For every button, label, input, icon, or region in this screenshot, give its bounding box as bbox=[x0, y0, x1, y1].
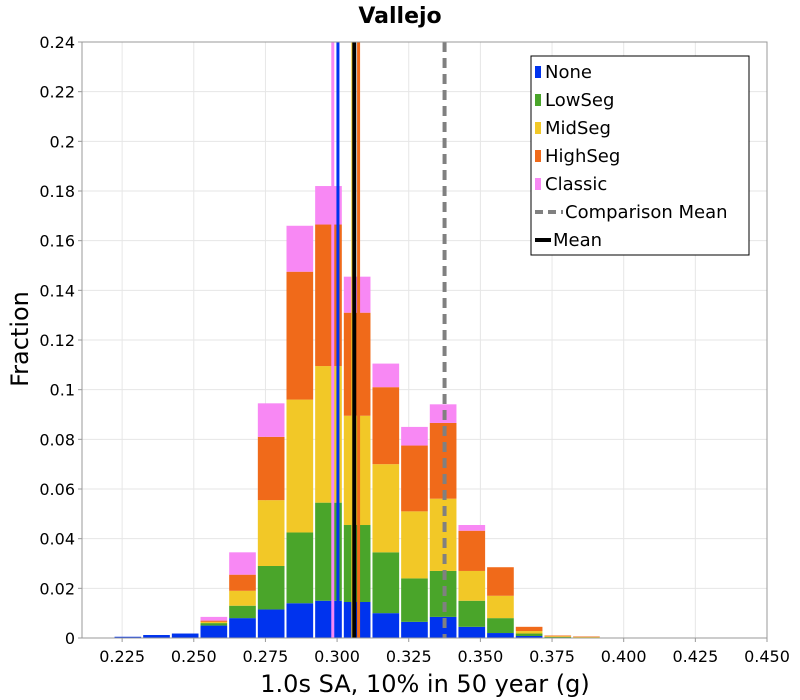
legend: None LowSeg MidSeg HighSeg Classic Comparison… bbox=[530, 55, 750, 256]
x-tick-label: 0.375 bbox=[529, 647, 575, 666]
bar-segment-midseg bbox=[544, 636, 572, 638]
bar-segment-lowseg bbox=[372, 552, 400, 614]
bar-segment-highseg bbox=[372, 387, 400, 465]
bar-segment-highseg bbox=[257, 436, 285, 501]
bar-segment-highseg bbox=[544, 635, 572, 637]
legend-box bbox=[530, 55, 750, 256]
y-tick-label: 0.14 bbox=[39, 281, 75, 300]
bar-segment-lowseg bbox=[401, 578, 428, 622]
legend-swatch bbox=[535, 150, 541, 162]
legend-label: Mean bbox=[553, 230, 602, 251]
bar-segment-lowseg bbox=[286, 532, 314, 604]
mean-lines bbox=[331, 42, 447, 638]
x-tick-label: 0.275 bbox=[243, 647, 289, 666]
bar-segment-classic bbox=[286, 225, 314, 272]
x-axis-ticks: 0.225 0.250 0.275 0.300 0.325 0.350 0.375 0.400… bbox=[99, 638, 790, 666]
legend-label: HighSeg bbox=[545, 146, 620, 167]
bar-segment-midseg bbox=[458, 570, 486, 601]
bar-segment-none bbox=[401, 621, 428, 638]
bar-segment-none bbox=[114, 636, 142, 638]
y-tick-label: 0.12 bbox=[39, 331, 75, 350]
bar-segment-classic bbox=[458, 525, 486, 531]
bar-segment-midseg bbox=[229, 590, 256, 606]
y-tick-label: 0.24 bbox=[39, 33, 75, 52]
bar-segment-none bbox=[200, 625, 228, 638]
y-tick-label: 0.22 bbox=[39, 83, 75, 102]
bar-segment-highseg bbox=[401, 445, 428, 512]
x-tick-label: 0.300 bbox=[314, 647, 360, 666]
y-tick-label: 0.04 bbox=[39, 530, 75, 549]
y-tick-label: 0.1 bbox=[50, 381, 75, 400]
x-tick-label: 0.425 bbox=[672, 647, 718, 666]
x-tick-label: 0.225 bbox=[99, 647, 145, 666]
x-tick-label: 0.250 bbox=[171, 647, 217, 666]
y-tick-label: 0.08 bbox=[39, 430, 75, 449]
legend-label: None bbox=[545, 62, 592, 83]
bar-segment-midseg bbox=[401, 511, 428, 579]
bar-segment-highseg bbox=[286, 271, 314, 400]
bar-segment-midseg bbox=[372, 464, 400, 553]
bar-segment-midseg bbox=[515, 631, 543, 634]
y-tick-label: 0.18 bbox=[39, 182, 75, 201]
x-tick-label: 0.350 bbox=[457, 647, 503, 666]
bar-segment-none bbox=[458, 626, 486, 638]
bar-segment-lowseg bbox=[458, 600, 486, 627]
y-tick-label: 0.06 bbox=[39, 480, 75, 499]
legend-label: MidSeg bbox=[545, 118, 611, 139]
bar-segment-none bbox=[229, 618, 256, 638]
bar-segment-none bbox=[372, 613, 400, 638]
bar-segment-classic bbox=[229, 552, 256, 575]
y-axis-ticks: 0 0.02 0.04 0.06 0.08 0.1 0.12 0.14 0.16 0.18 0.2 0… bbox=[39, 33, 82, 648]
bar-segment-lowseg bbox=[200, 623, 228, 626]
bar-segment-lowseg bbox=[487, 618, 514, 634]
bar-segment-none bbox=[171, 633, 199, 638]
bar-segment-none bbox=[286, 603, 314, 638]
legend-swatch bbox=[535, 122, 541, 134]
legend-label: Classic bbox=[545, 174, 607, 195]
bar-segment-classic bbox=[200, 616, 228, 621]
bar-segment-midseg bbox=[257, 500, 285, 566]
legend-label: LowSeg bbox=[545, 90, 614, 111]
legend-swatch bbox=[535, 66, 541, 78]
bar-segment-classic bbox=[372, 363, 400, 388]
y-tick-label: 0.16 bbox=[39, 232, 75, 251]
x-tick-label: 0.400 bbox=[601, 647, 647, 666]
legend-label: Comparison Mean bbox=[565, 202, 728, 223]
x-tick-label: 0.325 bbox=[386, 647, 432, 666]
y-tick-label: 0.02 bbox=[39, 579, 75, 598]
bar-segment-classic bbox=[401, 426, 428, 446]
bar-segment-lowseg bbox=[515, 633, 543, 637]
bar-segment-highseg bbox=[200, 620, 228, 622]
bar-segment-midseg bbox=[286, 399, 314, 533]
bar-segment-lowseg bbox=[229, 605, 256, 619]
x-axis-label: 1.0s SA, 10% in 50 year (g) bbox=[260, 670, 589, 698]
bar-segment-midseg bbox=[200, 621, 228, 624]
bar-segment-highseg bbox=[458, 530, 486, 571]
bars bbox=[85, 186, 600, 638]
legend-swatch bbox=[535, 178, 541, 190]
bar-segment-midseg bbox=[487, 595, 514, 619]
y-tick-label: 0 bbox=[65, 629, 75, 648]
bar-segment-highseg bbox=[487, 567, 514, 596]
bar-segment-lowseg bbox=[257, 565, 285, 610]
y-tick-label: 0.2 bbox=[50, 132, 75, 151]
chart-title: Vallejo bbox=[358, 4, 441, 29]
y-axis-label: Fraction bbox=[6, 291, 34, 387]
bar-segment-none bbox=[487, 633, 514, 638]
legend-swatch bbox=[535, 94, 541, 106]
bar-segment-highseg bbox=[515, 626, 543, 632]
bar-segment-none bbox=[515, 636, 543, 638]
bar-segment-none bbox=[143, 635, 170, 638]
bar-segment-none bbox=[257, 609, 285, 638]
bar-segment-highseg bbox=[229, 574, 256, 591]
bar-segment-classic bbox=[257, 403, 285, 437]
x-tick-label: 0.450 bbox=[744, 647, 790, 666]
